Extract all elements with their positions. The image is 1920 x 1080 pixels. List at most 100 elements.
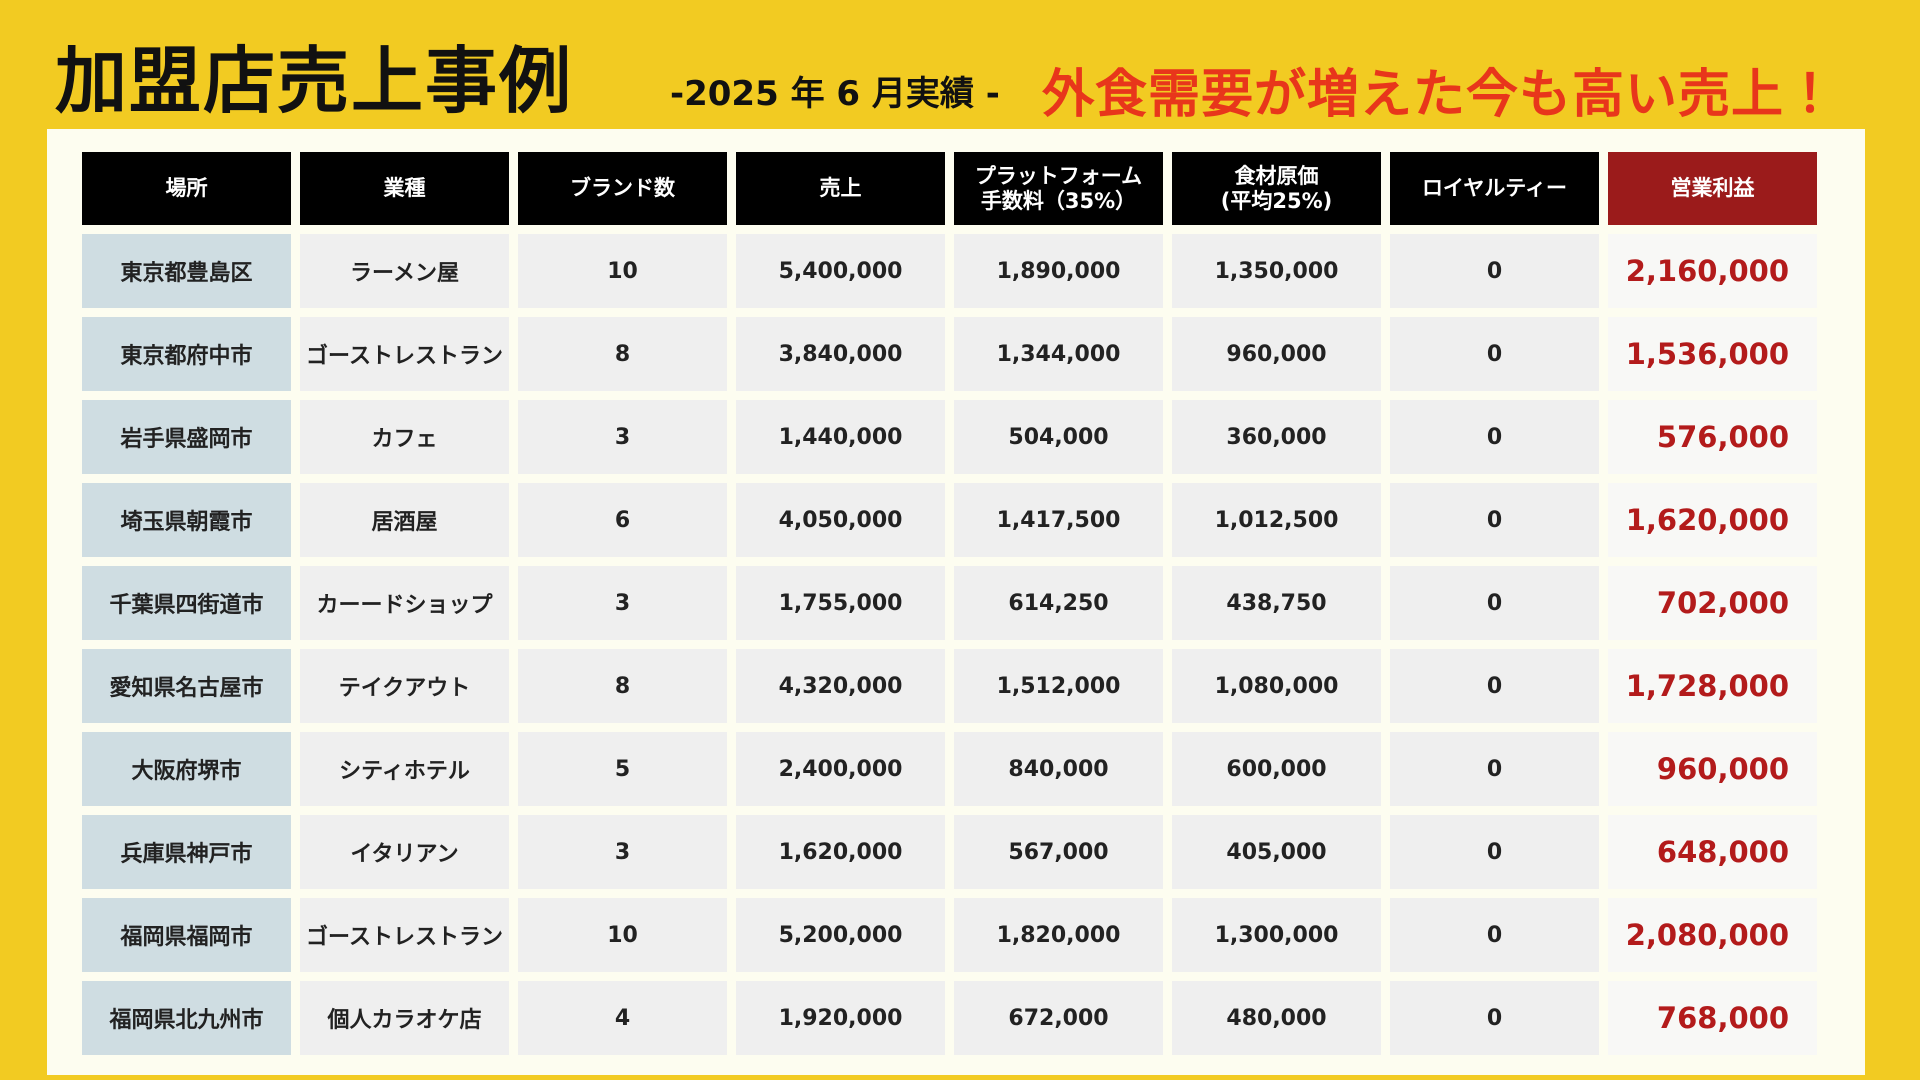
table-cell: 0 [1390,649,1599,723]
column-header: プラットフォーム 手数料（35%） [954,152,1163,225]
table-cell: 8 [518,649,727,723]
place-cell: 兵庫県神戸市 [82,815,291,889]
table-cell: 1,080,000 [1172,649,1381,723]
table-cell: 0 [1390,732,1599,806]
table-cell: 10 [518,898,727,972]
table-cell: 居酒屋 [300,483,509,557]
title: 加盟店売上事例 [55,39,574,123]
profit-cell: 1,536,000 [1608,317,1817,391]
table-cell: 1,920,000 [736,981,945,1055]
column-header: 営業利益 [1608,152,1817,225]
column-header: 業種 [300,152,509,225]
table-cell: 0 [1390,234,1599,308]
header-row: 場所 業種 ブランド数 売上 プラットフォーム 手数料（35%） 食材原価 (平均25%)… [82,152,1817,225]
table-row: 東京都府中市 ゴーストレストラン 8 3,840,000 1,344,000 960,00… [82,317,1817,391]
column-header: ロイヤルティー [1390,152,1599,225]
place-cell: 東京都府中市 [82,317,291,391]
table-cell: 2,400,000 [736,732,945,806]
table-cell: 1,620,000 [736,815,945,889]
profit-cell: 768,000 [1608,981,1817,1055]
table-cell: 4,050,000 [736,483,945,557]
table-cell: 840,000 [954,732,1163,806]
table-cell: 1,820,000 [954,898,1163,972]
table-cell: 438,750 [1172,566,1381,640]
table-cell: 5,400,000 [736,234,945,308]
profit-cell: 960,000 [1608,732,1817,806]
column-header: ブランド数 [518,152,727,225]
table-row: 埼玉県朝霞市 居酒屋 6 4,050,000 1,417,500 1,012,500 0 1,… [82,483,1817,557]
table-cell: 4 [518,981,727,1055]
column-header: 食材原価 (平均25%) [1172,152,1381,225]
table-cell: 1,417,500 [954,483,1163,557]
table-cell: カフェ [300,400,509,474]
place-cell: 東京都豊島区 [82,234,291,308]
table-cell: 5,200,000 [736,898,945,972]
table-cell: 1,012,500 [1172,483,1381,557]
table-cell: 6 [518,483,727,557]
table-cell: 405,000 [1172,815,1381,889]
place-cell: 愛知県名古屋市 [82,649,291,723]
subtitle: -2025 年 6 月実績 - [670,74,1000,114]
table-cell: 0 [1390,898,1599,972]
place-cell: 福岡県福岡市 [82,898,291,972]
table-cell: ゴーストレストラン [300,317,509,391]
table-row: 福岡県北九州市 個人カラオケ店 4 1,920,000 672,000 480,000 0 7… [82,981,1817,1055]
table-row: 千葉県四街道市 カーードショップ 3 1,755,000 614,250 438,750 0… [82,566,1817,640]
table-cell: 504,000 [954,400,1163,474]
place-cell: 埼玉県朝霞市 [82,483,291,557]
table-cell: シティホテル [300,732,509,806]
table-cell: 1,344,000 [954,317,1163,391]
table-panel: 場所 業種 ブランド数 売上 プラットフォーム 手数料（35%） 食材原価 (平均25%)… [47,129,1865,1075]
table-row: 愛知県名古屋市 テイクアウト 8 4,320,000 1,512,000 1,080,00… [82,649,1817,723]
table-cell: 3 [518,400,727,474]
table-cell: 614,250 [954,566,1163,640]
table-cell: 1,300,000 [1172,898,1381,972]
sales-table: 場所 業種 ブランド数 売上 プラットフォーム 手数料（35%） 食材原価 (平均25%)… [73,143,1826,1064]
table-row: 福岡県福岡市 ゴーストレストラン 10 5,200,000 1,820,000 1,300… [82,898,1817,972]
table-row: 岩手県盛岡市 カフェ 3 1,440,000 504,000 360,000 0 576,00… [82,400,1817,474]
profit-cell: 1,620,000 [1608,483,1817,557]
table-cell: 0 [1390,566,1599,640]
table-body: 東京都豊島区 ラーメン屋 10 5,400,000 1,890,000 1,350,000… [82,234,1817,1055]
table-cell: 0 [1390,483,1599,557]
profit-cell: 648,000 [1608,815,1817,889]
place-cell: 岩手県盛岡市 [82,400,291,474]
column-header: 売上 [736,152,945,225]
table-cell: 0 [1390,400,1599,474]
table-cell: 10 [518,234,727,308]
table-head: 場所 業種 ブランド数 売上 プラットフォーム 手数料（35%） 食材原価 (平均25%)… [82,152,1817,225]
table-cell: ラーメン屋 [300,234,509,308]
table-cell: 0 [1390,317,1599,391]
table-cell: カーードショップ [300,566,509,640]
table-cell: 1,755,000 [736,566,945,640]
place-cell: 福岡県北九州市 [82,981,291,1055]
table-cell: 1,890,000 [954,234,1163,308]
table-cell: 960,000 [1172,317,1381,391]
table-cell: 3 [518,815,727,889]
table-cell: 8 [518,317,727,391]
table-cell: ゴーストレストラン [300,898,509,972]
profit-cell: 2,080,000 [1608,898,1817,972]
table-cell: 5 [518,732,727,806]
table-cell: イタリアン [300,815,509,889]
table-cell: 0 [1390,815,1599,889]
table-cell: 480,000 [1172,981,1381,1055]
column-header: 場所 [82,152,291,225]
table-cell: 4,320,000 [736,649,945,723]
table-cell: 600,000 [1172,732,1381,806]
profit-cell: 576,000 [1608,400,1817,474]
profit-cell: 702,000 [1608,566,1817,640]
table-cell: 3,840,000 [736,317,945,391]
place-cell: 千葉県四街道市 [82,566,291,640]
table-row: 東京都豊島区 ラーメン屋 10 5,400,000 1,890,000 1,350,000… [82,234,1817,308]
profit-cell: 1,728,000 [1608,649,1817,723]
table-cell: 0 [1390,981,1599,1055]
table-row: 大阪府堺市 シティホテル 5 2,400,000 840,000 600,000 0 960,… [82,732,1817,806]
profit-cell: 2,160,000 [1608,234,1817,308]
table-cell: 672,000 [954,981,1163,1055]
table-cell: 1,440,000 [736,400,945,474]
table-cell: 個人カラオケ店 [300,981,509,1055]
table-cell: 1,350,000 [1172,234,1381,308]
table-row: 兵庫県神戸市 イタリアン 3 1,620,000 567,000 405,000 0 648,… [82,815,1817,889]
table-cell: テイクアウト [300,649,509,723]
